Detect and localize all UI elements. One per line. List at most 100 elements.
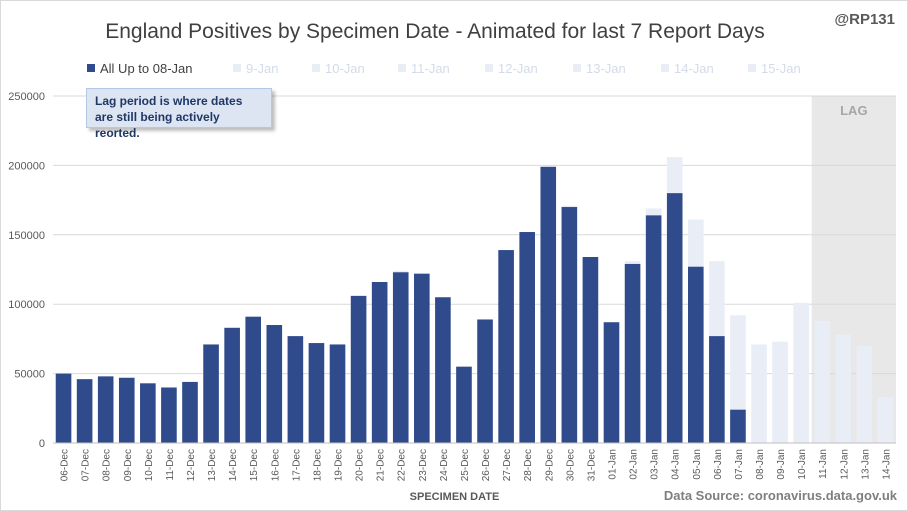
bar-up-to-08-jan bbox=[392, 272, 409, 443]
x-tick-label: 29-Dec bbox=[544, 449, 555, 481]
legend-swatch bbox=[312, 64, 320, 72]
y-tick-label: 0 bbox=[39, 438, 45, 450]
legend-label: 10-Jan bbox=[325, 61, 365, 76]
bar-up-to-08-jan bbox=[435, 297, 451, 443]
x-tick-label: 02-Jan bbox=[629, 449, 640, 480]
x-tick-label: 13-Dec bbox=[207, 449, 218, 481]
bar-up-to-08-jan bbox=[645, 215, 662, 443]
legend-label: 13-Jan bbox=[586, 61, 626, 76]
x-tick-label: 30-Dec bbox=[565, 449, 576, 481]
bar-up-to-08-jan bbox=[329, 344, 346, 443]
bar-up-to-08-jan bbox=[76, 379, 93, 443]
bar-up-to-08-jan bbox=[730, 409, 746, 443]
x-tick-label: 04-Jan bbox=[671, 449, 682, 480]
bar-up-to-08-jan bbox=[371, 281, 388, 443]
bar-up-to-08-jan bbox=[456, 366, 472, 443]
x-tick-label: 10-Jan bbox=[797, 449, 808, 480]
x-tick-label: 07-Jan bbox=[734, 449, 745, 480]
bar-latest-report bbox=[856, 345, 873, 443]
x-tick-label: 16-Dec bbox=[270, 449, 281, 481]
legend-item-14-jan: 14-Jan bbox=[661, 61, 714, 76]
bar-up-to-08-jan bbox=[709, 336, 725, 443]
legend-label: 12-Jan bbox=[498, 61, 538, 76]
bar-up-to-08-jan bbox=[519, 232, 535, 443]
x-tick-label: 22-Dec bbox=[397, 449, 408, 481]
x-tick-label: 01-Jan bbox=[607, 449, 618, 480]
bar-up-to-08-jan bbox=[55, 373, 72, 443]
bar-up-to-08-jan bbox=[582, 257, 599, 443]
x-tick-label: 23-Dec bbox=[418, 449, 429, 481]
author-handle: @RP131 bbox=[834, 11, 896, 28]
bar-up-to-08-jan bbox=[287, 336, 304, 443]
legend-swatch bbox=[573, 64, 581, 72]
x-tick-label: 13-Jan bbox=[860, 449, 871, 480]
x-tick-label: 09-Dec bbox=[123, 449, 134, 481]
bar-latest-report bbox=[877, 397, 894, 443]
x-tick-label: 09-Jan bbox=[776, 449, 787, 480]
x-tick-label: 11-Dec bbox=[165, 449, 176, 481]
legend-label: All Up to 08-Jan bbox=[100, 61, 193, 76]
bar-latest-report bbox=[772, 341, 788, 443]
x-tick-label: 05-Jan bbox=[692, 449, 703, 480]
x-tick-label: 10-Dec bbox=[144, 449, 155, 481]
x-axis-title: SPECIMEN DATE bbox=[410, 491, 500, 503]
x-tick-label: 17-Dec bbox=[291, 449, 302, 481]
bar-up-to-08-jan bbox=[182, 381, 198, 443]
legend-item-12-jan: 12-Jan bbox=[485, 61, 538, 76]
legend-swatch bbox=[485, 64, 493, 72]
legend-item-11-jan: 11-Jan bbox=[398, 61, 450, 76]
bar-up-to-08-jan bbox=[224, 327, 240, 443]
bar-up-to-08-jan bbox=[540, 166, 557, 443]
bar-up-to-08-jan bbox=[477, 319, 493, 443]
bar-up-to-08-jan bbox=[414, 273, 430, 443]
legend-swatch bbox=[661, 64, 669, 72]
x-tick-label: 28-Dec bbox=[523, 449, 534, 481]
legend-label: 9-Jan bbox=[246, 61, 279, 76]
legend-label: 14-Jan bbox=[674, 61, 714, 76]
x-tick-label: 03-Jan bbox=[650, 449, 661, 480]
legend-swatch bbox=[87, 64, 95, 72]
legend-label: 15-Jan bbox=[761, 61, 801, 76]
x-tick-label: 12-Jan bbox=[839, 449, 850, 480]
x-tick-label: 08-Dec bbox=[102, 449, 113, 481]
y-tick-label: 50000 bbox=[14, 369, 45, 381]
legend-item-10-jan: 10-Jan bbox=[312, 61, 365, 76]
x-tick-label: 27-Dec bbox=[502, 449, 513, 481]
lag-note-callout: Lag period is where dates are still bein… bbox=[86, 88, 272, 140]
bar-latest-report bbox=[751, 344, 767, 443]
x-tick-label: 14-Jan bbox=[881, 449, 892, 480]
legend-item-9-jan: 9-Jan bbox=[233, 61, 279, 76]
chart-title: England Positives by Specimen Date - Ani… bbox=[105, 20, 765, 43]
bar-up-to-08-jan bbox=[308, 343, 325, 443]
bar-up-to-08-jan bbox=[97, 376, 114, 443]
x-tick-label: 18-Dec bbox=[312, 449, 323, 481]
y-tick-label: 250000 bbox=[8, 91, 45, 103]
x-tick-label: 12-Dec bbox=[186, 449, 197, 481]
legend-label: 11-Jan bbox=[411, 61, 450, 76]
bar-latest-report bbox=[793, 302, 809, 443]
lag-label: LAG bbox=[840, 103, 867, 118]
bar-up-to-08-jan bbox=[624, 263, 641, 443]
legend-item-13-jan: 13-Jan bbox=[573, 61, 626, 76]
x-tick-label: 14-Dec bbox=[228, 449, 239, 481]
bar-up-to-08-jan bbox=[666, 193, 683, 443]
bar-up-to-08-jan bbox=[161, 387, 177, 443]
bar-up-to-08-jan bbox=[245, 316, 262, 443]
legend-swatch bbox=[398, 64, 406, 72]
bar-up-to-08-jan bbox=[118, 377, 135, 443]
x-tick-label: 11-Jan bbox=[818, 449, 829, 479]
x-tick-label: 31-Dec bbox=[586, 449, 597, 481]
bar-up-to-08-jan bbox=[498, 250, 514, 443]
bar-up-to-08-jan bbox=[203, 344, 219, 443]
legend-item-all-up-to-08-jan: All Up to 08-Jan bbox=[87, 61, 193, 76]
x-tick-label: 06-Dec bbox=[60, 449, 71, 481]
legend-item-15-jan: 15-Jan bbox=[748, 61, 801, 76]
bar-latest-report bbox=[835, 334, 852, 443]
x-tick-label: 25-Dec bbox=[460, 449, 471, 481]
y-tick-label: 150000 bbox=[8, 230, 45, 242]
legend-swatch bbox=[233, 64, 241, 72]
bar-up-to-08-jan bbox=[687, 266, 704, 443]
x-tick-label: 21-Dec bbox=[376, 449, 387, 481]
x-tick-label: 24-Dec bbox=[439, 449, 450, 481]
